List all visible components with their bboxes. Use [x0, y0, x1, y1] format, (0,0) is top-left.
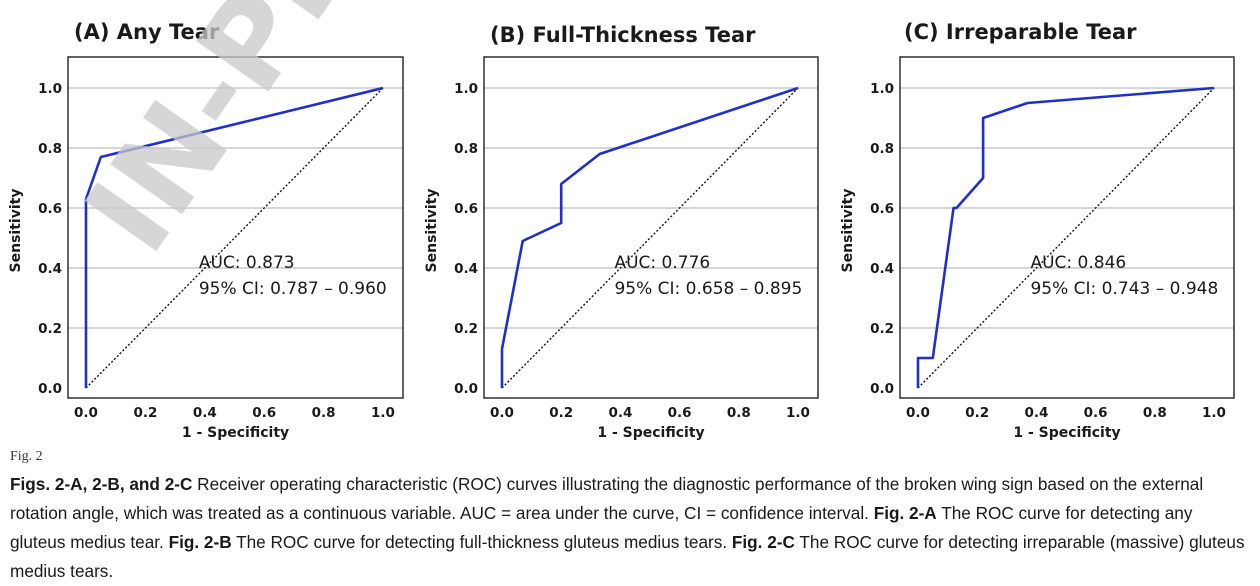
roc-panel-1: (B) Full-Thickness Tear 0.0 0.2 0.4 0.6 0.8 1.… — [424, 23, 819, 441]
figure-label: Fig. 2 — [10, 449, 43, 464]
roc-panel-2: (C) Irreparable Tear 0.0 0.2 0.4 0.6 0.8 1.0 0.… — [840, 20, 1235, 441]
y-tick-label: 0.0 — [870, 381, 894, 397]
caption-bold-run: Fig. 2-C — [731, 532, 795, 552]
roc-figure: (A) Any Tear 0.0 0.2 0.4 0.6 0.8 1.0 0.0 0.2 0.4 0… — [8, 0, 1235, 441]
x-tick-label: 0.8 — [312, 405, 336, 421]
caption-bold-run: Fig. 2-A — [873, 503, 937, 523]
y-axis-label: Sensitivity — [8, 189, 24, 273]
y-axis-label: Sensitivity — [424, 189, 440, 273]
ci-label: 95% CI: 0.787 – 0.960 — [199, 279, 387, 299]
roc-panel-0: (A) Any Tear 0.0 0.2 0.4 0.6 0.8 1.0 0.0 0.2 0.4 0… — [8, 20, 404, 441]
y-tick-label: 0.6 — [870, 201, 894, 217]
panel-title: (B) Full-Thickness Tear — [490, 23, 756, 47]
x-tick-label: 0.2 — [965, 405, 989, 421]
x-tick-label: 0.0 — [490, 405, 514, 421]
caption-text-run: The ROC curve for detecting full-thickne… — [231, 532, 732, 552]
x-tick-label: 0.8 — [727, 405, 751, 421]
y-tick-label: 0.4 — [38, 261, 62, 277]
y-tick-label: 0.8 — [870, 141, 894, 157]
y-tick-label: 0.0 — [38, 381, 62, 397]
caption-text-run: Receiver operating characteristic (ROC) … — [10, 474, 1204, 523]
plot-frame — [67, 56, 404, 399]
y-tick-label: 0.4 — [454, 261, 478, 277]
x-tick-label: 0.6 — [1084, 405, 1108, 421]
y-tick-label: 0.2 — [454, 321, 478, 337]
figure-caption: Figs. 2-A, 2-B, and 2-C Receiver operati… — [10, 470, 1250, 586]
auc-label: AUC: 0.846 — [1030, 253, 1126, 273]
panel-title: (C) Irreparable Tear — [904, 20, 1137, 44]
caption-bold-run: Fig. 2-B — [168, 532, 232, 552]
y-tick-label: 1.0 — [38, 81, 62, 97]
y-tick-label: 0.2 — [870, 321, 894, 337]
y-tick-label: 0.6 — [38, 201, 62, 217]
roc-curve-line — [84, 86, 384, 388]
caption-bold-run: Figs. 2-A, 2-B, and 2-C — [10, 474, 193, 494]
x-tick-label: 0.6 — [668, 405, 692, 421]
y-tick-label: 0.4 — [870, 261, 894, 277]
panel-title: (A) Any Tear — [74, 20, 220, 44]
x-tick-label: 0.4 — [1024, 405, 1048, 421]
y-axis-label: Sensitivity — [840, 189, 856, 273]
reference-diagonal-line — [501, 87, 799, 389]
x-tick-label: 0.0 — [906, 405, 930, 421]
y-tick-label: 0.0 — [454, 381, 478, 397]
auc-label: AUC: 0.873 — [199, 253, 295, 273]
y-tick-label: 0.8 — [38, 141, 62, 157]
roc-curve-line — [500, 86, 799, 388]
x-tick-label: 0.2 — [549, 405, 573, 421]
roc-figure-svg: (A) Any Tear 0.0 0.2 0.4 0.6 0.8 1.0 0.0 0.2 0.4 0… — [8, 0, 1235, 441]
x-tick-label: 0.6 — [252, 405, 276, 421]
x-tick-label: 0.8 — [1143, 405, 1167, 421]
x-axis-label: 1 - Specificity — [182, 425, 289, 441]
plot-frame — [899, 56, 1235, 399]
auc-label: AUC: 0.776 — [614, 253, 710, 273]
x-tick-label: 0.4 — [608, 405, 632, 421]
y-tick-label: 0.6 — [454, 201, 478, 217]
y-tick-label: 1.0 — [870, 81, 894, 97]
x-axis-label: 1 - Specificity — [1013, 425, 1120, 441]
caption-text-run: The ROC curve for detecting irreparable … — [10, 532, 1245, 581]
x-tick-label: 1.0 — [1202, 405, 1226, 421]
reference-diagonal-line — [917, 87, 1215, 389]
x-tick-label: 0.0 — [74, 405, 98, 421]
plot-frame — [483, 56, 819, 399]
roc-curve-line — [916, 86, 1215, 388]
x-axis-label: 1 - Specificity — [597, 425, 704, 441]
x-tick-label: 0.2 — [133, 405, 157, 421]
x-tick-label: 1.0 — [371, 405, 395, 421]
ci-label: 95% CI: 0.658 – 0.895 — [614, 279, 802, 299]
y-tick-label: 0.8 — [454, 141, 478, 157]
ci-label: 95% CI: 0.743 – 0.948 — [1030, 279, 1218, 299]
x-tick-label: 0.4 — [193, 405, 217, 421]
y-tick-label: 0.2 — [38, 321, 62, 337]
y-tick-label: 1.0 — [454, 81, 478, 97]
caption-text-run: The ROC curve for detecting any gluteus … — [10, 503, 1193, 552]
x-tick-label: 1.0 — [786, 405, 810, 421]
